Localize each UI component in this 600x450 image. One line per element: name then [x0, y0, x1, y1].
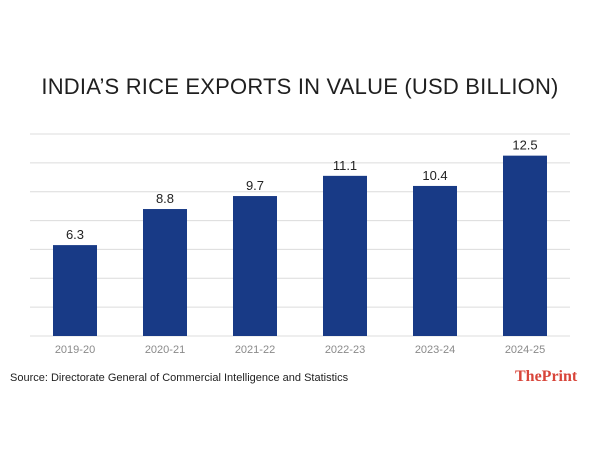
x-tick-label-2021-22: 2021-22 — [235, 344, 275, 356]
bar-2020-21 — [143, 209, 187, 336]
data-label-2021-22: 9.7 — [246, 178, 264, 193]
bar-2023-24 — [413, 185, 457, 336]
chart-title: INDIA’S RICE EXPORTS IN VALUE (USD BILLI… — [41, 74, 559, 99]
bar-2019-20 — [53, 245, 97, 336]
source-note: Source: Directorate General of Commercia… — [10, 372, 349, 384]
bar-2022-23 — [323, 175, 367, 336]
x-tick-label-2023-24: 2023-24 — [415, 344, 455, 356]
brand-logo: ThePrint — [515, 368, 578, 385]
bar-2021-22 — [233, 196, 277, 336]
bar-2024-25 — [503, 155, 547, 336]
data-label-2020-21: 8.8 — [156, 191, 174, 206]
x-tick-label-2024-25: 2024-25 — [505, 344, 545, 356]
data-label-2019-20: 6.3 — [66, 227, 84, 242]
data-label-2023-24: 10.4 — [422, 168, 447, 183]
data-label-2024-25: 12.5 — [512, 138, 537, 153]
x-tick-label-2019-20: 2019-20 — [55, 344, 95, 356]
x-tick-label-2022-23: 2022-23 — [325, 344, 365, 356]
data-label-2022-23: 11.1 — [333, 158, 357, 173]
x-tick-label-2020-21: 2020-21 — [145, 344, 185, 356]
